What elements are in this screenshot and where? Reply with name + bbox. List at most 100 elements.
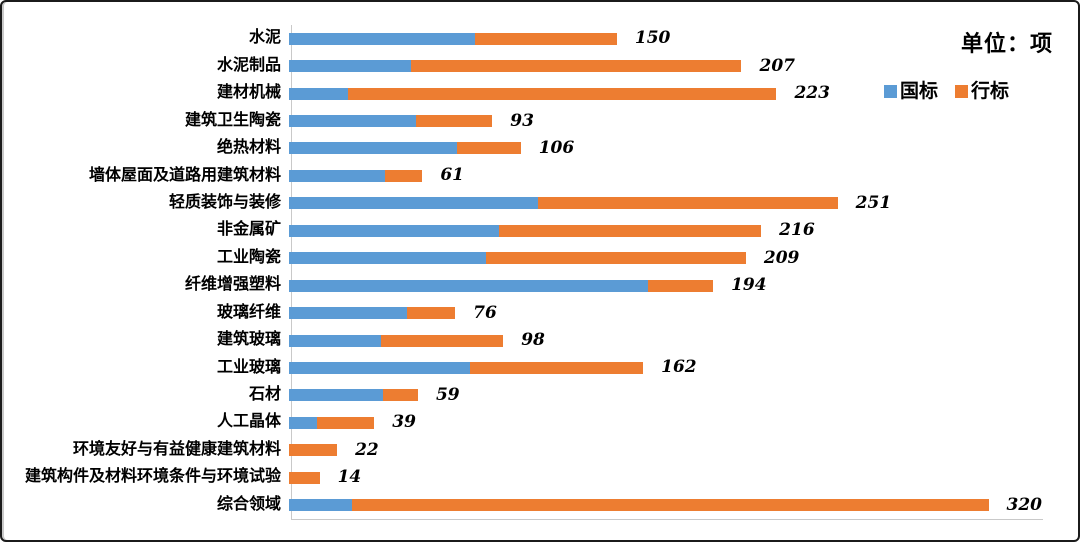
category-label: 环境友好与有益健康建筑材料 xyxy=(72,440,281,458)
category-label: 水泥制品 xyxy=(216,56,281,74)
category-label: 建筑构件及材料环境条件与环境试验 xyxy=(24,468,281,486)
total-value-label: 93 xyxy=(510,110,534,131)
bar-track: 209 xyxy=(289,249,799,266)
bar-track: 106 xyxy=(289,137,575,158)
total-value-label: 162 xyxy=(661,357,697,378)
hangbiao-bar-segment xyxy=(380,334,504,347)
guobiao-bar-segment xyxy=(289,416,318,429)
hangbiao-color-swatch-icon xyxy=(955,85,969,98)
hangbiao-bar-segment xyxy=(289,444,338,457)
category-label: 水泥 xyxy=(248,29,281,47)
chart-row: 建筑构件及材料环境条件与环境试验 14 xyxy=(2,464,1078,491)
hangbiao-bar-segment xyxy=(470,361,644,374)
hangbiao-bar-segment xyxy=(348,87,777,100)
chart-row: 人工晶体 39 xyxy=(2,409,1078,436)
category-label: 工业陶瓷 xyxy=(216,248,281,266)
total-value-label: 150 xyxy=(634,28,671,49)
unit-label: 单位：项 xyxy=(960,31,1053,56)
chart-row: 建筑卫生陶瓷 93 xyxy=(2,107,1078,134)
chart-row: 水泥 150 xyxy=(2,25,1078,52)
hangbiao-bar-segment xyxy=(457,142,521,155)
legend-item-hangbiao: 行标 xyxy=(955,82,1009,101)
category-axis-line xyxy=(291,25,292,520)
guobiao-bar-segment xyxy=(289,252,486,265)
category-label: 绝热材料 xyxy=(216,139,281,157)
hangbiao-bar-segment xyxy=(317,416,375,429)
hangbiao-bar-segment xyxy=(485,252,746,265)
chart-row: 轻质装饰与装修 251 xyxy=(2,190,1078,217)
bar-track: 207 xyxy=(289,55,795,76)
total-value-label: 39 xyxy=(392,412,416,433)
bar-track: 320 xyxy=(289,494,1043,515)
chart-row: 环境友好与有益健康建筑材料 22 xyxy=(2,437,1078,464)
bar-track: 14 xyxy=(289,467,362,488)
guobiao-bar-segment xyxy=(289,224,499,237)
category-label: 玻璃纤维 xyxy=(216,303,281,321)
bar-track: 251 xyxy=(289,192,892,213)
hangbiao-bar-segment xyxy=(415,115,493,128)
bar-track: 59 xyxy=(289,384,460,405)
bar-track: 223 xyxy=(289,83,830,104)
bar-track: 76 xyxy=(289,302,497,323)
guobiao-bar-segment xyxy=(289,197,539,210)
chart-row: 绝热材料 106 xyxy=(2,135,1078,162)
chart-row: 建筑玻璃 98 xyxy=(2,327,1078,354)
guobiao-bar-segment xyxy=(289,279,648,292)
plot-area: 水泥 150 水泥制品 207 建材机械 223 建筑卫生陶瓷 93 绝热材料 106 墙体屋面及道… xyxy=(2,25,1078,519)
total-value-label: 76 xyxy=(473,302,497,323)
category-label: 建材机械 xyxy=(216,84,281,102)
bar-track: 194 xyxy=(289,275,767,296)
chart-row: 水泥制品 207 xyxy=(2,52,1078,79)
category-label: 建筑卫生陶瓷 xyxy=(184,111,281,129)
legend-label-hangbiao: 行标 xyxy=(971,81,1010,102)
total-value-label: 320 xyxy=(1006,494,1043,515)
category-label: 纤维增强塑料 xyxy=(184,276,281,294)
guobiao-color-swatch-icon xyxy=(884,85,897,98)
category-label: 人工晶体 xyxy=(216,413,281,431)
total-value-label: 106 xyxy=(538,137,575,158)
bar-track: 162 xyxy=(289,357,697,378)
hangbiao-bar-segment xyxy=(498,224,762,237)
hangbiao-bar-segment xyxy=(289,471,320,484)
total-value-label: 14 xyxy=(337,467,362,488)
guobiao-bar-segment xyxy=(289,142,458,155)
total-value-label: 61 xyxy=(440,165,464,186)
guobiao-bar-segment xyxy=(289,499,353,512)
category-label: 工业玻璃 xyxy=(216,358,281,376)
total-value-label: 22 xyxy=(355,439,379,460)
category-label: 石材 xyxy=(248,386,281,403)
chart-row: 非金属矿 216 xyxy=(2,217,1078,244)
guobiao-bar-segment xyxy=(289,169,386,182)
guobiao-bar-segment xyxy=(289,334,381,347)
total-value-label: 98 xyxy=(521,330,545,351)
guobiao-bar-segment xyxy=(289,307,408,320)
chart-row: 综合领域 320 xyxy=(2,491,1078,518)
category-label: 墙体屋面及道路用建筑材料 xyxy=(88,166,281,184)
chart-row: 纤维增强塑料 194 xyxy=(2,272,1078,299)
chart-row: 玻璃纤维 76 xyxy=(2,299,1078,326)
guobiao-bar-segment xyxy=(289,60,412,73)
bar-track: 150 xyxy=(289,28,671,49)
category-label: 非金属矿 xyxy=(216,221,281,239)
hangbiao-bar-segment xyxy=(352,499,989,512)
bar-track: 61 xyxy=(289,165,464,186)
hangbiao-bar-segment xyxy=(647,279,714,292)
chart-row: 工业陶瓷 209 xyxy=(2,245,1078,272)
total-value-label: 207 xyxy=(759,55,795,76)
total-value-label: 251 xyxy=(855,192,892,213)
category-label: 综合领域 xyxy=(216,495,281,513)
total-value-label: 194 xyxy=(731,275,767,296)
bar-track: 39 xyxy=(289,412,416,433)
bar-track: 22 xyxy=(289,439,379,460)
chart-row: 工业玻璃 162 xyxy=(2,354,1078,381)
total-value-label: 216 xyxy=(779,220,815,241)
bar-track: 216 xyxy=(289,220,815,241)
bar-track: 98 xyxy=(289,330,545,351)
hangbiao-bar-segment xyxy=(538,197,838,210)
total-value-label: 59 xyxy=(435,384,460,405)
chart-row: 石材 59 xyxy=(2,382,1078,409)
bottom-axis-line xyxy=(291,519,1043,520)
total-value-label: 223 xyxy=(794,83,830,104)
guobiao-bar-segment xyxy=(289,115,416,128)
